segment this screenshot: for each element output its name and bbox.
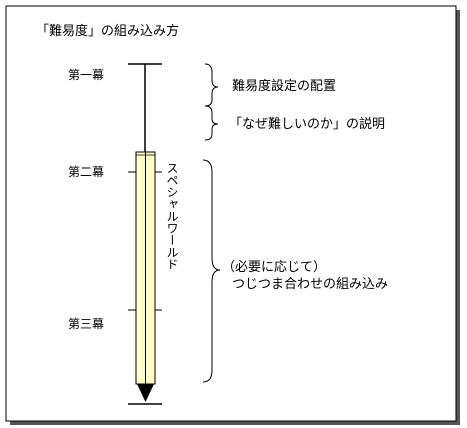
annotation-consistency: つじつま合わせの組み込み	[232, 277, 388, 292]
diagram-title: 「難易度」の組み込み方	[36, 23, 179, 39]
bar-arrow-head	[137, 384, 154, 402]
brace-why-difficult	[204, 105, 219, 141]
act2-label: 第二幕	[68, 165, 104, 179]
frame	[5, 5, 457, 422]
brace-difficulty-setting	[204, 63, 219, 107]
annotation-why-difficult: 「なぜ難しいのか」の説明	[229, 116, 385, 132]
annotation-if-needed: （必要に応じて）	[222, 260, 326, 275]
annotation-difficulty-setting: 難易度設定の配置	[232, 78, 336, 94]
act1-label: 第一幕	[68, 68, 104, 82]
special-world-label: スペシャルワールド	[165, 162, 179, 270]
brace-consistency	[202, 159, 221, 383]
act3-label: 第三幕	[68, 317, 104, 331]
